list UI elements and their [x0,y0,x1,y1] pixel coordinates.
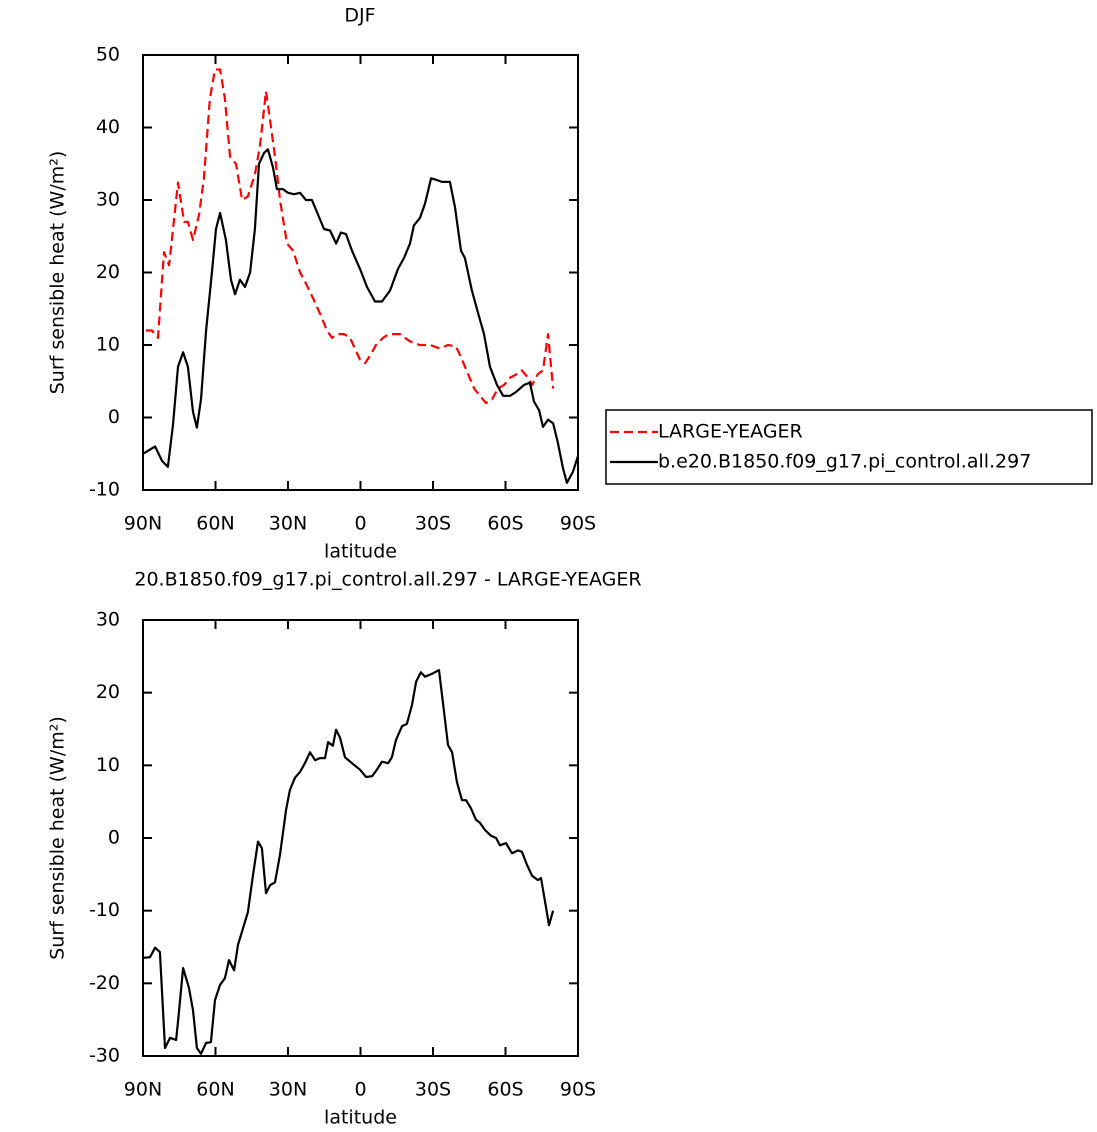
x-axis-label: latitude [324,541,397,563]
x-tick-label: 90N [124,513,162,535]
x-tick-label: 90S [560,513,596,535]
data-line [142,148,580,484]
y-tick-label: -30 [89,1045,120,1067]
x-tick-label: 60S [487,513,523,535]
x-tick-label: 0 [354,513,366,535]
y-tick-label: 20 [96,261,120,283]
y-tick-label: 50 [96,44,120,66]
y-tick-label: 10 [96,754,120,776]
x-tick-label: 60N [196,513,234,535]
y-tick-label: -10 [89,479,120,501]
y-tick-label: 30 [96,189,120,211]
y-tick-label: 30 [96,609,120,631]
data-line [142,669,555,1055]
y-tick-label: 40 [96,116,120,138]
data-line [145,68,555,405]
y-tick-label: -10 [89,899,120,921]
x-tick-label: 90N [124,1079,162,1101]
y-tick-label: -20 [89,972,120,994]
x-tick-label: 30N [269,1079,307,1101]
x-tick-label: 30S [415,513,451,535]
y-tick-label: 0 [108,827,120,849]
x-tick-label: 60S [487,1079,523,1101]
x-axis-label: latitude [324,1107,397,1129]
chart-title: 20.B1850.f09_g17.pi_control.all.297 - LA… [134,569,641,591]
legend-label: b.e20.B1850.f09_g17.pi_control.all.297 [658,451,1031,473]
y-tick-label: 10 [96,334,120,356]
legend-box [605,409,1093,485]
x-tick-label: 30N [269,513,307,535]
x-tick-label: 90S [560,1079,596,1101]
chart-title: DJF [344,5,375,27]
x-tick-label: 30S [415,1079,451,1101]
plot-frame [142,619,579,1057]
y-tick-label: 20 [96,681,120,703]
legend-label: LARGE-YEAGER [658,421,803,443]
y-tick-label: 0 [108,406,120,428]
y-axis-label: Surf sensible heat (W/m²) [47,716,69,960]
x-tick-label: 60N [196,1079,234,1101]
y-axis-label: Surf sensible heat (W/m²) [47,151,69,395]
x-tick-label: 0 [354,1079,366,1101]
